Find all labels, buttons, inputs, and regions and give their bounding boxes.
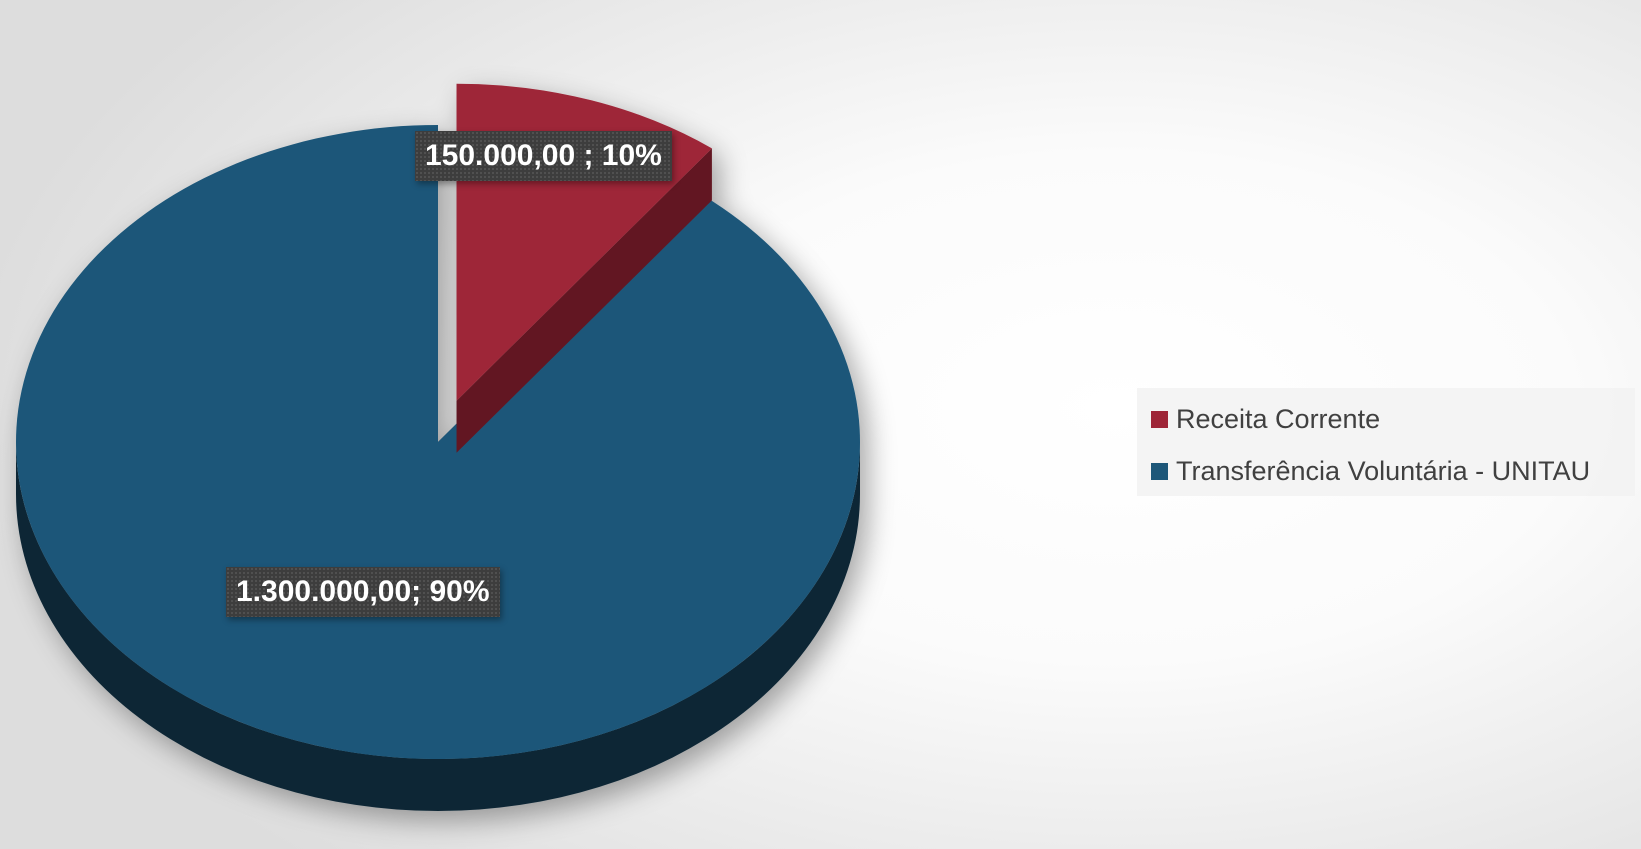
pie-slice-wall-receita-corrente-1 (456, 148, 712, 453)
data-label-transferencia-voluntaria: 1.300.000,00; 90% (226, 567, 500, 617)
pie-slice-transferencia-voluntaria (15, 125, 860, 759)
data-label-receita-corrente: 150.000,00 ; 10% (415, 131, 672, 181)
legend-swatch-receita-corrente (1151, 410, 1168, 428)
pie-slice-side-transferencia-voluntaria (16, 442, 860, 811)
chart-legend: Receita Corrente Transferência Voluntári… (1137, 388, 1635, 496)
legend-label-receita-corrente: Receita Corrente (1176, 403, 1381, 434)
legend-item-transferencia-voluntaria: Transferência Voluntária - UNITAU (1151, 448, 1635, 494)
legend-item-receita-corrente: Receita Corrente (1151, 396, 1635, 442)
legend-swatch-transferencia-voluntaria (1151, 462, 1168, 480)
legend-label-transferencia-voluntaria: Transferência Voluntária - UNITAU (1176, 455, 1591, 486)
